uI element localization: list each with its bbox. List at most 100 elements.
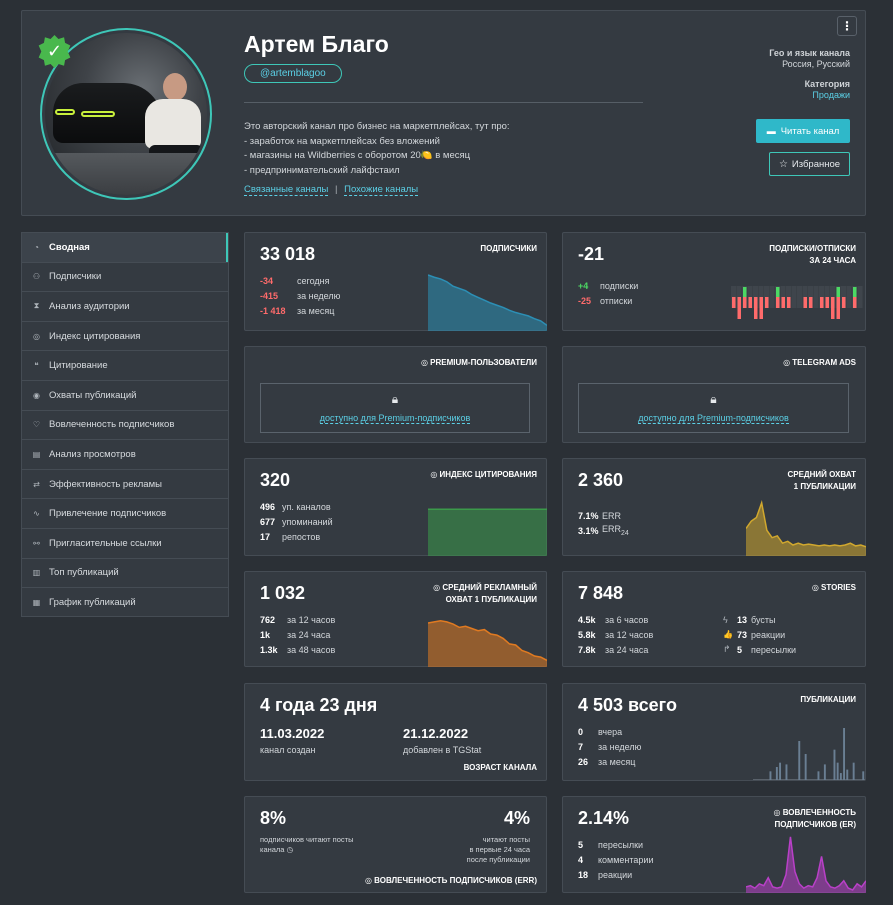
- sidebar-item-reach[interactable]: ◉ Охваты публикаций: [22, 381, 228, 411]
- publication-bar: [817, 771, 820, 780]
- sidebar-item-ads[interactable]: ⇄ Эффективность рекламы: [22, 470, 228, 500]
- telegram-ads-title: ◎ TELEGRAM ADS: [783, 357, 856, 369]
- ad-reach-card[interactable]: 1 032 ◎ СРЕДНИЙ РЕКЛАМНЫЙ ОХВАТ 1 ПУБЛИКА…: [244, 571, 547, 667]
- subscribers-chart: [428, 274, 547, 331]
- stat-label: реакции: [751, 629, 786, 640]
- unsubscribe-bar: [748, 297, 752, 308]
- stat-label: сегодня: [297, 275, 330, 286]
- sidebar-item-label: Топ публикаций: [49, 567, 119, 579]
- subscribers-card[interactable]: 33 018 ПОДПИСЧИКИ -34 сегодня -415 за неде…: [244, 232, 547, 331]
- sidebar-item-post-schedule[interactable]: ▦ График публикаций: [22, 588, 228, 618]
- subscriptions-24h-card[interactable]: -21 ПОДПИСКИ/ОТПИСКИ ЗА 24 ЧАСА +4 подписк…: [562, 232, 866, 331]
- channel-name: Артем Благо: [244, 31, 389, 57]
- chart-icon: ▤: [32, 449, 41, 459]
- unsubscribe-bar: [787, 297, 791, 308]
- reach-stats: 7.1% ERR 3.1% ERR24: [578, 508, 629, 538]
- publication-bar: [862, 771, 865, 780]
- related-channels-link[interactable]: Связанные каналы: [244, 184, 329, 196]
- ads-locked-box: 🔒︎ доступно для Premium-подписчиков: [578, 383, 849, 433]
- sidebar-item-top-posts[interactable]: ▥ Топ публикаций: [22, 559, 228, 589]
- chart-bg-cell: [791, 286, 797, 308]
- sidebar-item-summary[interactable]: ◔ Сводная: [22, 233, 228, 263]
- sidebar-item-engagement[interactable]: ♡ Вовлеченность подписчиков: [22, 411, 228, 441]
- citation-index-title: ◎ ИНДЕКС ЦИТИРОВАНИЯ: [430, 469, 537, 481]
- more-menu-button[interactable]: ⋮: [837, 16, 857, 36]
- favorite-button[interactable]: ☆ Избранное: [769, 152, 850, 176]
- err-label: ERR: [602, 510, 622, 521]
- read-channel-label: Читать канал: [780, 125, 840, 137]
- unsubscribe-bar: [737, 297, 741, 319]
- clock-icon: ◷: [286, 845, 294, 854]
- stories-card[interactable]: 7 848 ◎ STORIES 4.5k за 6 часов 5.8k за 12…: [562, 571, 866, 667]
- stories-title-text: STORIES: [821, 583, 856, 592]
- unsubscribe-bar: [809, 297, 813, 308]
- stat-value: 1.3k: [260, 644, 278, 655]
- stories-title: ◎ STORIES: [812, 582, 856, 594]
- sidebar-item-views[interactable]: ▤ Анализ просмотров: [22, 440, 228, 470]
- channel-links: Связанные каналы | Похожие каналы: [244, 184, 419, 196]
- reach-chart: [746, 499, 866, 556]
- publication-bar: [823, 764, 826, 780]
- sidebar-item-citation-index[interactable]: ◎ Индекс цитирования: [22, 322, 228, 352]
- stat-label: за 24 часа: [287, 629, 331, 640]
- unsubscribe-bar: [842, 297, 846, 308]
- publication-bar: [798, 741, 801, 780]
- ads-title-text: TELEGRAM ADS: [792, 358, 856, 367]
- favorite-label: Избранное: [791, 158, 841, 170]
- ads-access-link[interactable]: доступно для Premium-подписчиков: [638, 413, 789, 424]
- sidebar-item-label: Охваты публикаций: [49, 389, 137, 401]
- err24-value: 3.1%: [578, 525, 599, 536]
- stat-label: за 24 часа: [605, 644, 649, 655]
- sidebar-item-subscribers[interactable]: ⚇ Подписчики: [22, 263, 228, 293]
- stat-value: 7: [578, 741, 584, 752]
- stat-value: 5: [578, 839, 584, 850]
- er-card[interactable]: 2.14% ◎ ВОВЛЕЧЕННОСТЬ ПОДПИСЧИКОВ (ER) 5 п…: [562, 796, 866, 893]
- chart-line: [428, 274, 547, 327]
- lock-icon: 🔒︎: [391, 392, 399, 406]
- stat-value: 677: [260, 516, 276, 527]
- stat-label: за неделю: [297, 290, 341, 301]
- calendar-icon: ▦: [32, 598, 41, 608]
- publication-bar: [836, 762, 839, 780]
- average-reach-card[interactable]: 2 360 СРЕДНИЙ ОХВАТ 1 ПУБЛИКАЦИИ 7.1% ERR …: [562, 458, 866, 556]
- sidebar-item-citations[interactable]: ❝ Цитирование: [22, 351, 228, 381]
- links-separator: |: [335, 184, 338, 195]
- sidebar-item-label: Подписчики: [49, 271, 102, 283]
- description-line: - магазины на Wildberries с оборотом 20🍋…: [244, 150, 471, 161]
- stat-label: за 6 часов: [605, 614, 649, 625]
- publication-bar: [839, 773, 842, 780]
- chart-area: [428, 509, 547, 556]
- chart-area: [746, 502, 866, 556]
- sidebar-item-label: Анализ аудитории: [49, 300, 130, 312]
- info-icon: ◎: [433, 583, 443, 592]
- ad-reach-value: 1 032: [260, 583, 306, 603]
- info-icon: ◎: [430, 470, 440, 479]
- citation-title-text: ИНДЕКС ЦИТИРОВАНИЯ: [439, 470, 537, 479]
- category-label: Категория: [804, 79, 850, 89]
- citation-index-card[interactable]: 320 ◎ ИНДЕКС ЦИТИРОВАНИЯ 496 уп. каналов …: [244, 458, 547, 556]
- target-icon: ◎: [33, 331, 40, 341]
- stat-label: комментарии: [598, 854, 654, 865]
- similar-channels-link[interactable]: Похожие каналы: [344, 184, 419, 196]
- publication-bar: [852, 762, 855, 780]
- unsubscribe-bar: [825, 297, 829, 308]
- category-link[interactable]: Продажи: [812, 90, 850, 100]
- sidebar-item-audience[interactable]: ⧗ Анализ аудитории: [22, 292, 228, 322]
- channel-handle-link[interactable]: @artemblagoo: [244, 64, 342, 83]
- info-icon: ◎: [783, 358, 793, 367]
- description-line: - предпринимательский лайфстаил: [244, 164, 400, 176]
- publications-card[interactable]: 4 503 всего ПУБЛИКАЦИИ 0 вчера 7 за неделю…: [562, 683, 866, 781]
- read-channel-button[interactable]: ▬ Читать канал: [756, 119, 850, 143]
- subscribers-stats: -34 сегодня -415 за неделю -1 418 за месяц: [260, 273, 340, 318]
- publications-title: ПУБЛИКАЦИИ: [800, 695, 856, 704]
- created-date-block: 11.03.2022 канал создан: [260, 726, 324, 755]
- telegram-ads-card: ◎ TELEGRAM ADS 🔒︎ доступно для Premium-п…: [562, 346, 866, 443]
- err24-label: ERR24: [602, 524, 629, 537]
- sidebar-item-growth[interactable]: ∿ Привлечение подписчиков: [22, 499, 228, 529]
- sidebar-item-invite-links[interactable]: ⚯ Пригласительные ссылки: [22, 529, 228, 559]
- chart-line: [746, 836, 866, 891]
- stat-label: подписки: [600, 280, 639, 291]
- premium-access-link[interactable]: доступно для Premium-подписчиков: [319, 413, 471, 424]
- boost-icon: ϟ: [723, 614, 728, 625]
- chart-line: [428, 620, 547, 662]
